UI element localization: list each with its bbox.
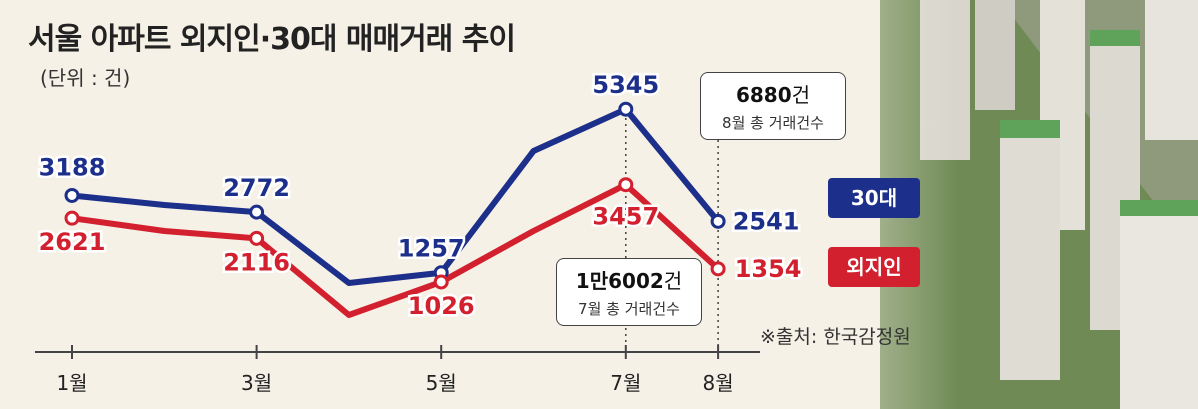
callout-aug-caption: 8월 총 거래건수 [722, 114, 824, 132]
callout-jul-total: 1만6002건 7월 총 거래건수 [556, 258, 702, 326]
callout-jul-prefix: 1만 [575, 269, 609, 293]
x-tick-label: 3월 [241, 371, 272, 395]
data-point [710, 213, 726, 229]
data-label: 1354 [735, 255, 802, 283]
data-point [618, 177, 634, 193]
data-label: 1257 [398, 235, 465, 263]
data-label: 5345 [592, 71, 659, 99]
callout-jul-number: 6002 [608, 269, 664, 293]
data-point [618, 101, 634, 117]
callout-aug-total: 6880건 8월 총 거래건수 [700, 72, 846, 140]
data-point [64, 210, 80, 226]
data-label: 2621 [39, 228, 106, 256]
source-note: ※출처: 한국감정원 [760, 326, 911, 348]
data-point [249, 230, 265, 246]
data-point [710, 261, 726, 277]
data-label: 3457 [592, 203, 659, 231]
data-label: 1026 [408, 292, 475, 320]
data-point [249, 204, 265, 220]
callout-jul-value: 1만6002건 [569, 265, 689, 294]
x-tick-label: 8월 [703, 371, 734, 395]
data-label: 2772 [223, 174, 290, 202]
callout-aug-number: 6880 [735, 83, 792, 107]
data-label: 3188 [39, 153, 106, 181]
legend-tag-30s: 30대 [828, 178, 920, 218]
callout-aug-unit: 건 [791, 83, 811, 107]
legend-tag-outsider: 외지인 [828, 247, 920, 287]
callout-aug-value: 6880건 [713, 79, 833, 108]
x-tick-label: 1월 [56, 371, 87, 395]
x-tick-label: 7월 [610, 371, 641, 395]
x-tick-label: 5월 [426, 371, 457, 395]
callout-jul-unit: 건 [663, 269, 683, 293]
data-point [433, 274, 449, 290]
series-line [71, 181, 721, 318]
data-label: 2116 [223, 248, 290, 276]
data-label: 2541 [733, 207, 800, 235]
callout-jul-caption: 7월 총 거래건수 [578, 300, 680, 318]
series-line [71, 106, 721, 286]
data-point [64, 187, 80, 203]
chart-title: 서울 아파트 외지인·30대 매매거래 추이 [28, 22, 516, 57]
unit-label: (단위 : 건) [40, 66, 131, 90]
